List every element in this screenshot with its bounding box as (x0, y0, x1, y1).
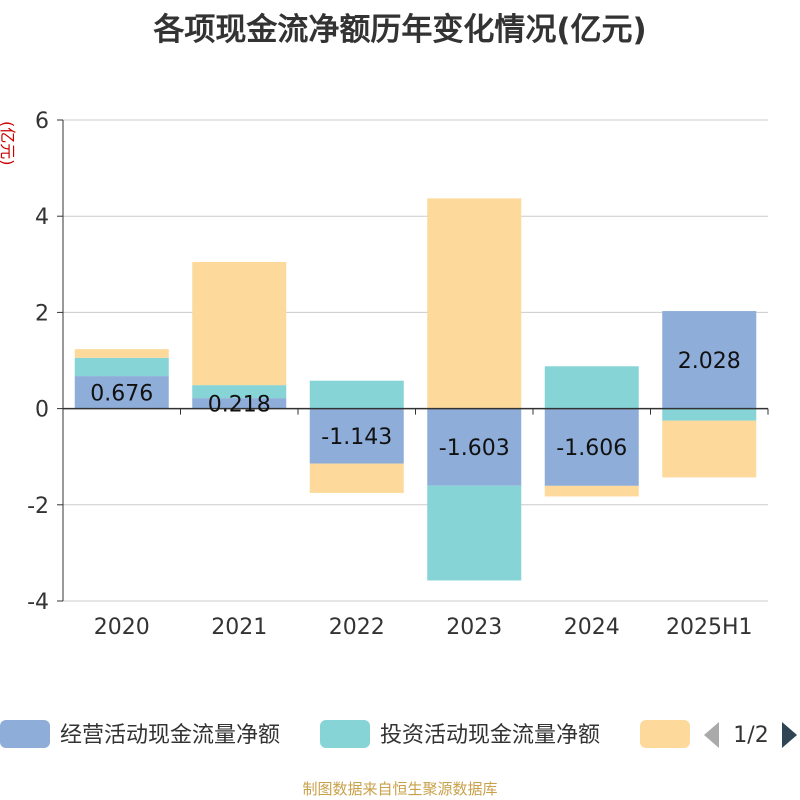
x-tick-label: 2025H1 (666, 615, 753, 640)
data-label-2023: -1.603 (439, 436, 510, 461)
bar-operating-2020[interactable] (74, 376, 169, 409)
x-tick-label: 2020 (94, 615, 150, 640)
y-axis-unit-label: (亿元) (0, 121, 17, 166)
bar-investing-2020[interactable] (74, 357, 169, 377)
bar-investing-2025H1[interactable] (662, 408, 757, 421)
data-label-2020: 0.676 (90, 381, 153, 406)
y-tick-label: 0 (35, 398, 49, 423)
data-label-2024: -1.606 (556, 436, 627, 461)
legend-swatch[interactable] (640, 720, 690, 748)
bar-financing-2021[interactable] (192, 261, 287, 386)
y-tick-label: -2 (27, 494, 49, 519)
bar-financing-2020[interactable] (74, 349, 169, 358)
bar-financing-2025H1[interactable] (662, 420, 757, 478)
chart-title: 各项现金流净额历年变化情况(亿元) (153, 12, 647, 48)
data-labels: 0.676 0.218 -1.143 -1.603 -1.606 2.028 (90, 349, 740, 461)
bar-investing-2022[interactable] (309, 380, 404, 409)
y-tick-label: 2 (35, 301, 49, 326)
x-tick-label: 2021 (211, 615, 267, 640)
x-tick-label: 2023 (446, 615, 502, 640)
x-tick-label: 2024 (564, 615, 620, 640)
bar-financing-2023[interactable] (427, 198, 522, 409)
triangle-right-icon[interactable] (782, 722, 797, 748)
axes: -4 -2 0 2 4 6 2020 2021 2022 2023 2024 2025H1 (27, 109, 769, 640)
data-label-2022: -1.143 (321, 425, 392, 450)
legend-label[interactable]: 投资活动现金流量净额 (380, 723, 600, 748)
data-label-2021: 0.218 (208, 392, 271, 417)
legend[interactable]: 经营活动现金流量净额 投资活动现金流量净额 1/2 (0, 720, 797, 748)
x-tick-label: 2022 (329, 615, 385, 640)
bar-operating-2024[interactable] (544, 408, 639, 486)
bar-investing-2021[interactable] (192, 385, 287, 399)
bar-financing-2024[interactable] (544, 485, 639, 497)
y-tick-label: -4 (27, 590, 49, 615)
bar-investing-2023[interactable] (427, 485, 522, 581)
legend-page-indicator: 1/2 (733, 723, 768, 748)
footer-source: 制图数据来自恒生聚源数据库 (302, 780, 498, 798)
bar-operating-2025H1[interactable] (662, 311, 757, 409)
bar-operating-2021[interactable] (192, 398, 287, 409)
triangle-left-icon[interactable] (704, 722, 719, 748)
legend-swatch[interactable] (0, 720, 50, 748)
y-tick-label: 4 (35, 205, 49, 230)
bars[interactable] (74, 198, 757, 581)
legend-swatch[interactable] (320, 720, 370, 748)
legend-label[interactable]: 经营活动现金流量净额 (60, 723, 280, 748)
bar-operating-2023[interactable] (427, 408, 522, 486)
bar-financing-2022[interactable] (309, 463, 404, 493)
y-tick-label: 6 (35, 109, 49, 134)
bar-operating-2022[interactable] (309, 408, 404, 464)
data-label-2025H1: 2.028 (678, 349, 741, 374)
bar-investing-2024[interactable] (544, 366, 639, 409)
